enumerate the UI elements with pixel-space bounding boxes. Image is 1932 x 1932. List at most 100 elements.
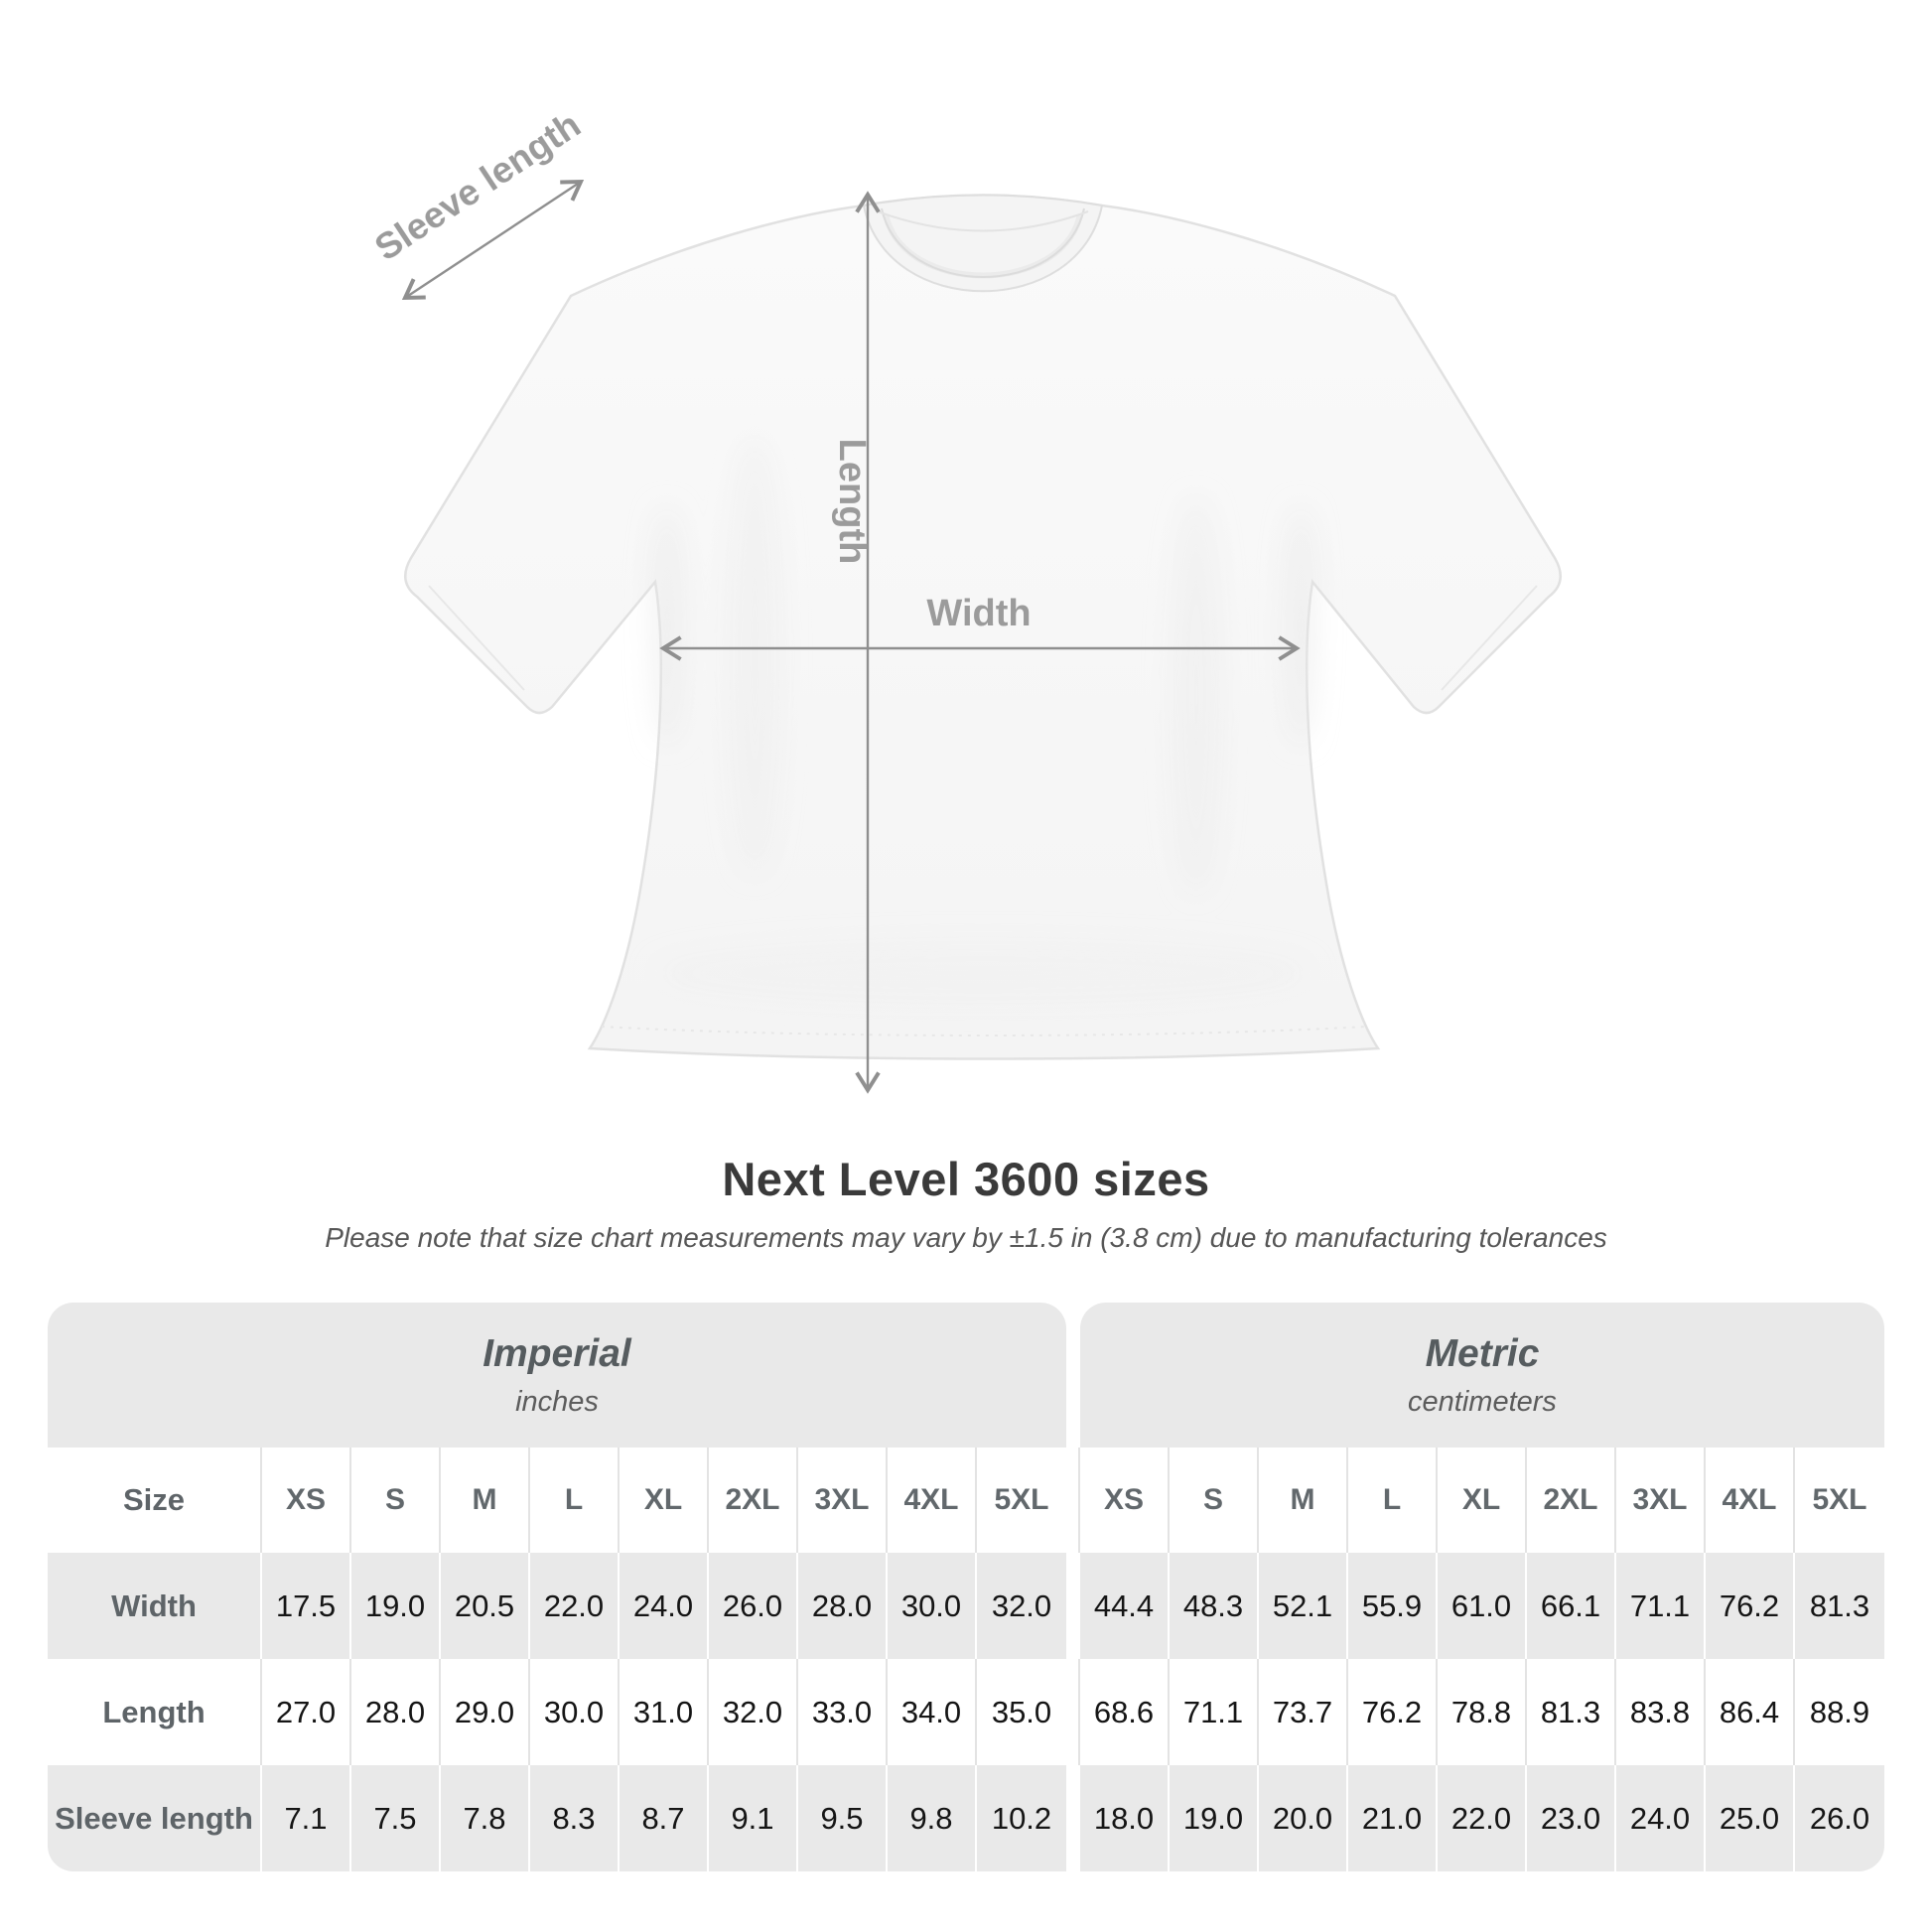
collar — [862, 194, 1104, 293]
table-cell: 73.7 — [1259, 1659, 1348, 1765]
table-cell: 31.0 — [620, 1659, 709, 1765]
length-label: Length — [831, 439, 873, 565]
size-header: M — [1259, 1448, 1348, 1553]
table-cell: 24.0 — [1616, 1765, 1706, 1871]
table-cell: 27.0 — [262, 1659, 351, 1765]
size-header-row: Size XS S M L XL 2XL 3XL 4XL 5XL XS S M … — [48, 1448, 1884, 1553]
table-cell: 48.3 — [1170, 1553, 1259, 1659]
table-cell: 28.0 — [798, 1553, 888, 1659]
table-cell: 24.0 — [620, 1553, 709, 1659]
metric-header: Metric centimeters — [1080, 1303, 1884, 1448]
table-cell: 81.3 — [1809, 1587, 1870, 1623]
size-header: 5XL — [994, 1483, 1049, 1516]
table-cell: 83.8 — [1616, 1659, 1706, 1765]
table-cell: 7.5 — [351, 1765, 441, 1871]
sleeve-length-arrow — [401, 179, 585, 301]
table-cell: 26.0 — [1809, 1800, 1870, 1836]
row-label: Sleeve length — [48, 1765, 262, 1871]
measurement-arrows — [401, 179, 1301, 1094]
size-header: 5XL — [1812, 1483, 1867, 1516]
table-cell: 17.5 — [262, 1553, 351, 1659]
table-cell: 81.3 — [1527, 1659, 1616, 1765]
fabric-folds — [653, 437, 1314, 1003]
table-row-sleeve-length: Sleeve length 7.1 7.5 7.8 8.3 8.7 9.1 9.… — [48, 1765, 1884, 1871]
table-cell: 9.1 — [709, 1765, 798, 1871]
section-gap — [1066, 1765, 1080, 1871]
table-cell: 20.0 — [1259, 1765, 1348, 1871]
size-chart-table: Imperial inches Metric centimeters Size … — [48, 1303, 1884, 1871]
size-header: XL — [620, 1448, 709, 1553]
table-cell: 22.0 — [530, 1553, 620, 1659]
imperial-header: Imperial inches — [48, 1303, 1066, 1448]
tshirt-illustration: Sleeve length Length Width — [367, 104, 1562, 1094]
metric-title: Metric — [1425, 1331, 1540, 1375]
table-cell: 23.0 — [1527, 1765, 1616, 1871]
table-cell: 68.6 — [1080, 1659, 1170, 1765]
table-cell: 55.9 — [1348, 1553, 1438, 1659]
size-header: XS — [1080, 1448, 1170, 1553]
table-cell: 32.0 — [991, 1587, 1052, 1623]
width-label: Width — [926, 593, 1031, 634]
size-header: S — [1170, 1448, 1259, 1553]
table-cell: 8.3 — [530, 1765, 620, 1871]
table-cell: 88.9 — [1809, 1694, 1870, 1729]
row-label: Width — [48, 1553, 262, 1659]
table-cell: 21.0 — [1348, 1765, 1438, 1871]
table-cell: 18.0 — [1080, 1765, 1170, 1871]
imperial-title: Imperial — [483, 1331, 631, 1375]
size-header: XL — [1438, 1448, 1527, 1553]
table-cell: 29.0 — [441, 1659, 530, 1765]
table-cell: 66.1 — [1527, 1553, 1616, 1659]
table-cell: 25.0 — [1706, 1765, 1795, 1871]
table-cell: 76.2 — [1348, 1659, 1438, 1765]
table-cell: 33.0 — [798, 1659, 888, 1765]
size-header: XS — [262, 1448, 351, 1553]
page-title: Next Level 3600 sizes — [722, 1153, 1210, 1205]
table-cell: 26.0 — [709, 1553, 798, 1659]
table-row-length: Length 27.0 28.0 29.0 30.0 31.0 32.0 33.… — [48, 1659, 1884, 1765]
table-cell: 34.0 — [888, 1659, 977, 1765]
section-gap — [1066, 1553, 1080, 1659]
table-cell: 7.1 — [262, 1765, 351, 1871]
table-cell: 71.1 — [1170, 1659, 1259, 1765]
table-cell: 44.4 — [1080, 1553, 1170, 1659]
table-cell: 30.0 — [888, 1553, 977, 1659]
table-cell: 71.1 — [1616, 1553, 1706, 1659]
size-header: M — [441, 1448, 530, 1553]
size-header: 4XL — [1706, 1448, 1795, 1553]
table-cell: 10.2 — [991, 1800, 1052, 1836]
size-header: 3XL — [798, 1448, 888, 1553]
table-cell: 35.0 — [991, 1694, 1052, 1729]
table-cell: 30.0 — [530, 1659, 620, 1765]
size-header: 2XL — [709, 1448, 798, 1553]
tolerance-note: Please note that size chart measurements… — [325, 1222, 1607, 1253]
tshirt-shape — [404, 194, 1562, 1060]
imperial-unit: inches — [515, 1385, 599, 1418]
table-cell: 19.0 — [1170, 1765, 1259, 1871]
size-header: 2XL — [1527, 1448, 1616, 1553]
table-cell: 20.5 — [441, 1553, 530, 1659]
table-cell: 22.0 — [1438, 1765, 1527, 1871]
table-cell: 52.1 — [1259, 1553, 1348, 1659]
table-cell: 8.7 — [620, 1765, 709, 1871]
table-row-width: Width 17.5 19.0 20.5 22.0 24.0 26.0 28.0… — [48, 1553, 1884, 1659]
section-gap — [1066, 1448, 1080, 1553]
size-header: L — [1348, 1448, 1438, 1553]
size-header: 4XL — [888, 1448, 977, 1553]
table-cell: 19.0 — [351, 1553, 441, 1659]
table-cell: 9.8 — [888, 1765, 977, 1871]
unit-header-row: Imperial inches Metric centimeters — [48, 1303, 1884, 1448]
sleeve-length-label: Sleeve length — [367, 104, 588, 269]
heading-block: Next Level 3600 sizes Please note that s… — [0, 1152, 1932, 1254]
table-cell: 61.0 — [1438, 1553, 1527, 1659]
table-cell: 78.8 — [1438, 1659, 1527, 1765]
row-label: Length — [48, 1659, 262, 1765]
table-cell: 86.4 — [1706, 1659, 1795, 1765]
section-gap — [1066, 1659, 1080, 1765]
table-cell: 7.8 — [441, 1765, 530, 1871]
size-header: S — [351, 1448, 441, 1553]
table-cell: 28.0 — [351, 1659, 441, 1765]
size-header: L — [530, 1448, 620, 1553]
hem-stitch — [601, 1026, 1367, 1036]
